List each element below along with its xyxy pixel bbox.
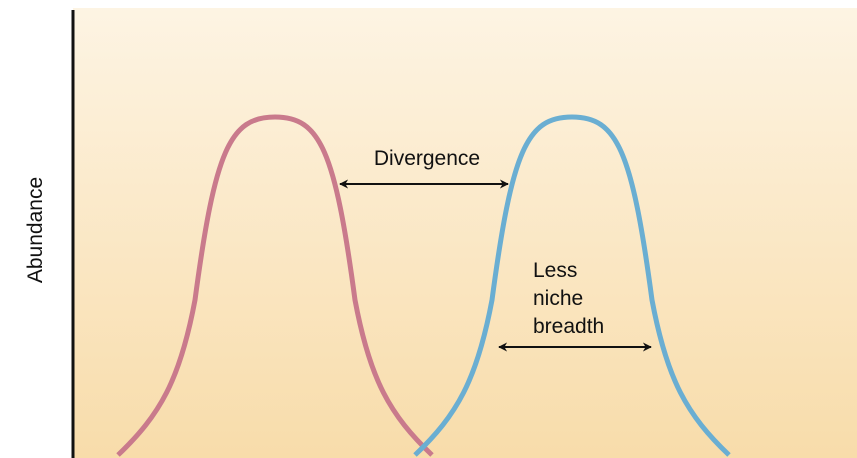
species-curve-blue	[413, 114, 731, 457]
divergence-label: Divergence	[374, 147, 480, 170]
species-curve-pink	[116, 114, 434, 457]
breadth-label: Less	[533, 259, 577, 282]
breadth-label: breadth	[533, 315, 604, 338]
breadth-label: niche	[533, 287, 583, 310]
y-axis-label: Abundance	[24, 177, 47, 283]
